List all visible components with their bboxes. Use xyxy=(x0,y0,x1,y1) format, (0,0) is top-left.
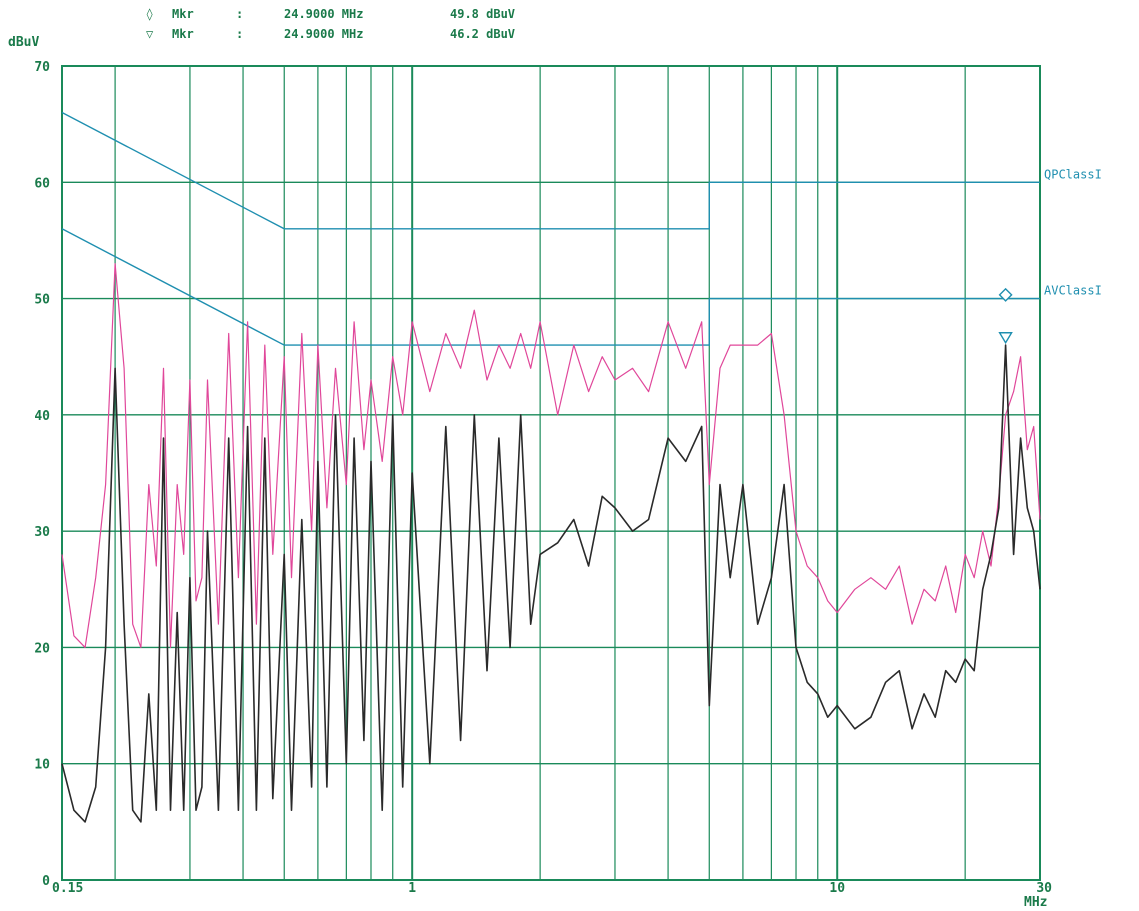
y-tick-label: 20 xyxy=(34,641,50,656)
y-tick-label: 70 xyxy=(34,60,50,75)
plot-frame xyxy=(61,65,1041,881)
x-tick-label: 10 xyxy=(829,881,845,896)
x-tick-label: 1 xyxy=(408,881,416,896)
marker2-level: 46.2 dBuV xyxy=(450,27,515,41)
marker-diamond xyxy=(998,287,1013,302)
limit-line-AVClassI xyxy=(61,228,1040,346)
x-axis-unit-label: MHz xyxy=(1024,895,1047,910)
limit-label-AVClassI: AVClassI xyxy=(1044,284,1102,298)
grid xyxy=(61,65,1041,881)
marker2-label: Mkr xyxy=(172,27,194,41)
trace-layer xyxy=(61,263,1041,823)
y-tick-label: 0 xyxy=(42,874,50,889)
y-tick-label: 40 xyxy=(34,409,50,424)
y-tick-label: 50 xyxy=(34,293,50,308)
marker1-label: Mkr xyxy=(172,7,194,21)
marker-readout-line-2: ▽ Mkr : 24.9000 MHz 46.2 dBuV xyxy=(146,27,515,41)
marker-triangle xyxy=(998,332,1013,345)
y-axis-label: dBuV xyxy=(8,35,39,50)
trace-average xyxy=(61,344,1041,823)
y-tick-label: 60 xyxy=(34,176,50,191)
x-tick-label: 0.15 xyxy=(52,881,83,896)
limit-label-QPClassI: QPClassI xyxy=(1044,167,1102,181)
x-tick-label: 30 xyxy=(1036,881,1052,896)
marker-symbols xyxy=(998,287,1013,345)
marker1-level: 49.8 dBuV xyxy=(450,7,515,21)
marker2-separator: : xyxy=(236,27,243,41)
marker1-separator: : xyxy=(236,7,243,21)
marker-readout-line-1: ◊ Mkr : 24.9000 MHz 49.8 dBuV xyxy=(146,7,515,21)
tick-labels: 0 10 20 30 40 50 60 70 0.15 1 10 30 xyxy=(34,60,1052,896)
marker2-symbol: ▽ xyxy=(146,27,154,41)
y-tick-label: 30 xyxy=(34,525,50,540)
limit-lines: QPClassI AVClassI xyxy=(61,111,1102,346)
marker2-frequency: 24.9000 MHz xyxy=(284,27,363,41)
trace-peak xyxy=(61,263,1041,648)
y-tick-label: 10 xyxy=(34,758,50,773)
limit-line-QPClassI xyxy=(61,111,1040,230)
marker1-symbol: ◊ xyxy=(146,7,153,21)
marker1-frequency: 24.9000 MHz xyxy=(284,7,363,21)
